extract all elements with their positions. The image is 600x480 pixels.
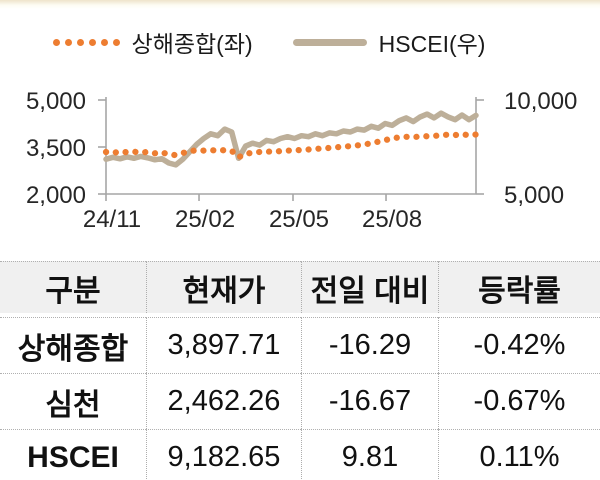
svg-text:5,000: 5,000: [26, 88, 86, 115]
top-divider: [0, 0, 600, 9]
svg-text:25/02: 25/02: [175, 206, 235, 233]
row-shanghai-change: -16.29: [301, 317, 438, 373]
row-shanghai-pct: -0.42%: [438, 317, 600, 373]
solid-series-swatch-icon: [292, 38, 367, 46]
row-shanghai-label: 상해종합: [0, 317, 146, 373]
row-shenzhen-pct: -0.67%: [438, 373, 600, 429]
row-shenzhen-price: 2,462.26: [146, 373, 301, 429]
svg-text:5,000: 5,000: [504, 182, 564, 209]
col-header-pct: 등락률: [438, 261, 600, 313]
svg-text:3,500: 3,500: [26, 135, 86, 162]
row-hscei-price: 9,182.65: [146, 429, 301, 480]
col-header-category: 구분: [0, 261, 146, 313]
svg-text:2,000: 2,000: [26, 182, 86, 209]
col-header-price: 현재가: [146, 261, 301, 313]
legend-item-shanghai: 상해종합(좌): [52, 25, 253, 59]
row-hscei-change: 9.81: [301, 429, 438, 480]
row-shanghai-price: 3,897.71: [146, 317, 301, 373]
index-line-chart: 5,000 3,500 2,000 10,000 5,000 24/11 25/02 25/0…: [0, 70, 600, 240]
row-hscei-pct: 0.11%: [438, 429, 600, 480]
row-shenzhen-label: 심천: [0, 373, 146, 429]
chart-legend: 상해종합(좌) HSCEI(우): [0, 27, 600, 57]
svg-text:24/11: 24/11: [83, 206, 141, 233]
line-chart-svg: 5,000 3,500 2,000 10,000 5,000 24/11 25/02 25/0…: [26, 88, 577, 233]
col-header-change: 전일 대비: [301, 261, 438, 313]
legend-label-hscei: HSCEI(우): [378, 31, 486, 57]
svg-text:25/08: 25/08: [362, 206, 422, 233]
svg-text:10,000: 10,000: [504, 88, 577, 115]
row-shenzhen-change: -16.67: [301, 373, 438, 429]
dotted-series-swatch-icon: [52, 38, 120, 46]
legend-item-hscei: HSCEI(우): [292, 25, 486, 59]
index-quote-table: 구분 현재가 전일 대비 등락률 상해종합 3,897.71 -16.29 -0…: [0, 261, 600, 480]
svg-text:25/05: 25/05: [269, 206, 329, 233]
legend-label-shanghai: 상해종합(좌): [131, 31, 253, 57]
row-hscei-label: HSCEI: [0, 429, 146, 480]
